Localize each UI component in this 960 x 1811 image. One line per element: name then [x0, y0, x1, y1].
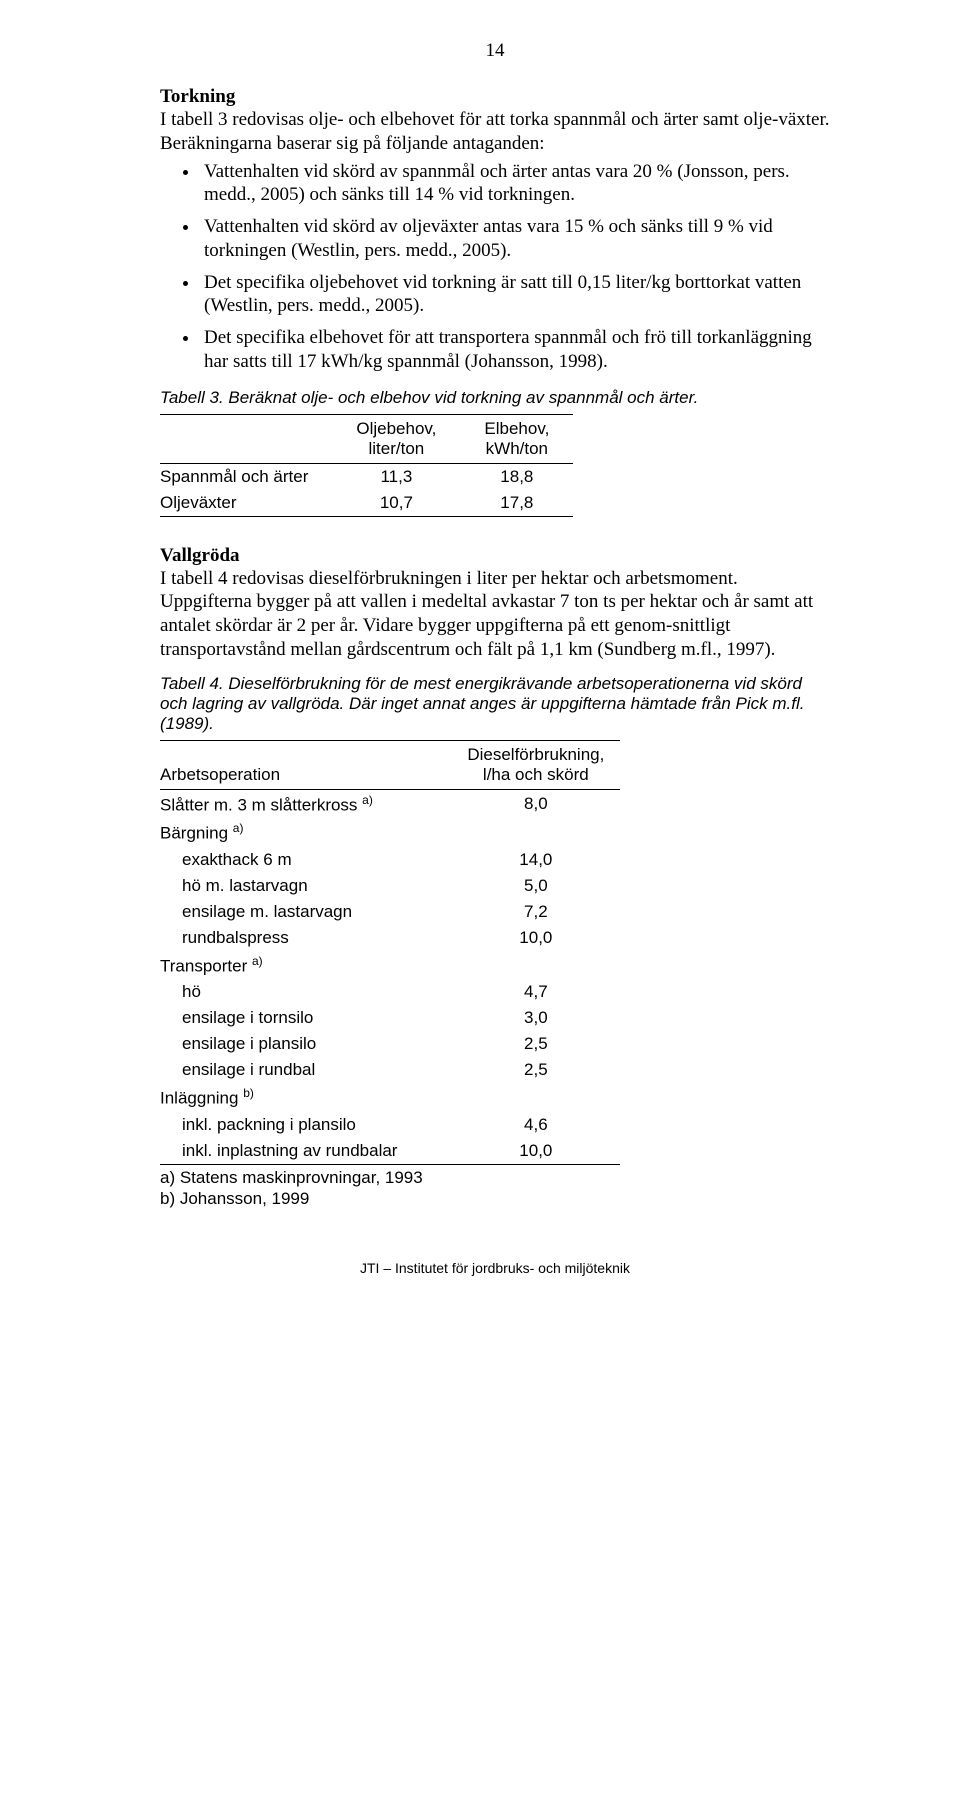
table-row: hö4,7 [160, 979, 620, 1005]
superscript: a) [362, 793, 373, 807]
cell: 8,0 [452, 789, 620, 818]
cell: 10,7 [332, 490, 460, 517]
cell: 4,6 [452, 1112, 620, 1138]
table-row: Transporter a) [160, 951, 620, 980]
bullet-item: Vattenhalten vid skörd av oljeväxter ant… [200, 215, 830, 263]
table-row: Bärgning a) [160, 818, 620, 847]
table-row: Inläggning b) [160, 1083, 620, 1112]
cell: exakthack 6 m [160, 847, 452, 873]
table3-hdr-empty [160, 414, 332, 463]
torkning-bullets: Vattenhalten vid skörd av spannmål och ä… [160, 160, 830, 374]
footer: JTI – Institutet för jordbruks- och milj… [160, 1260, 830, 1276]
cell: rundbalspress [160, 925, 452, 951]
cell [452, 1083, 620, 1112]
table-row: inkl. packning i plansilo4,6 [160, 1112, 620, 1138]
hdr-text: kWh/ton [486, 439, 548, 458]
table-row: inkl. inplastning av rundbalar10,0 [160, 1138, 620, 1165]
table-row: ensilage i rundbal2,5 [160, 1057, 620, 1083]
note-b: b) Johansson, 1999 [160, 1189, 309, 1208]
page: 14 Torkning I tabell 3 redovisas olje- o… [0, 0, 960, 1306]
table-row: ensilage i tornsilo3,0 [160, 1005, 620, 1031]
vallgroda-text: I tabell 4 redovisas dieselförbrukningen… [160, 567, 830, 662]
cell: Oljeväxter [160, 490, 332, 517]
table-row: Spannmål och ärter 11,3 18,8 [160, 463, 573, 490]
hdr-text: l/ha och skörd [483, 765, 589, 784]
table3-caption: Tabell 3. Beräknat olje- och elbehov vid… [160, 388, 830, 408]
cell: Slåtter m. 3 m slåtterkross a) [160, 789, 452, 818]
cell: ensilage i rundbal [160, 1057, 452, 1083]
table-row: ensilage i plansilo2,5 [160, 1031, 620, 1057]
cell: inkl. inplastning av rundbalar [160, 1138, 452, 1165]
table4-caption: Tabell 4. Dieselförbrukning för de mest … [160, 674, 830, 734]
cell: ensilage m. lastarvagn [160, 899, 452, 925]
table-row: exakthack 6 m14,0 [160, 847, 620, 873]
table3-hdr-el: Elbehov, kWh/ton [460, 414, 573, 463]
note-a: a) Statens maskinprovningar, 1993 [160, 1168, 423, 1187]
cell: ensilage i tornsilo [160, 1005, 452, 1031]
torkning-heading: Torkning [160, 86, 830, 108]
table-row: rundbalspress10,0 [160, 925, 620, 951]
hdr-text: Elbehov, [484, 419, 549, 438]
cell: Inläggning b) [160, 1083, 452, 1112]
bullet-item: Det specifika oljebehovet vid torkning ä… [200, 271, 830, 319]
cell: hö [160, 979, 452, 1005]
cell: 7,2 [452, 899, 620, 925]
cell: 2,5 [452, 1057, 620, 1083]
torkning-intro: I tabell 3 redovisas olje- och elbehovet… [160, 108, 830, 156]
cell: 17,8 [460, 490, 573, 517]
vallgroda-heading: Vallgröda [160, 545, 830, 567]
hdr-text: Dieselförbrukning, [467, 745, 604, 764]
superscript: a) [252, 954, 263, 968]
cell [452, 951, 620, 980]
table4-notes: a) Statens maskinprovningar, 1993 b) Joh… [160, 1167, 830, 1210]
table-row: ensilage m. lastarvagn7,2 [160, 899, 620, 925]
table-row: Oljeväxter 10,7 17,8 [160, 490, 573, 517]
table-row: hö m. lastarvagn5,0 [160, 873, 620, 899]
page-number: 14 [160, 40, 830, 62]
cell: 3,0 [452, 1005, 620, 1031]
bullet-item: Det specifika elbehovet för att transpor… [200, 326, 830, 374]
cell: 10,0 [452, 925, 620, 951]
cell [452, 818, 620, 847]
cell: ensilage i plansilo [160, 1031, 452, 1057]
cell: 14,0 [452, 847, 620, 873]
cell: 5,0 [452, 873, 620, 899]
superscript: a) [233, 821, 244, 835]
hdr-text: liter/ton [369, 439, 425, 458]
cell: hö m. lastarvagn [160, 873, 452, 899]
table-row: Slåtter m. 3 m slåtterkross a)8,0 [160, 789, 620, 818]
t4-hdr-right: Dieselförbrukning, l/ha och skörd [452, 740, 620, 789]
cell: 2,5 [452, 1031, 620, 1057]
cell: 10,0 [452, 1138, 620, 1165]
cell: 4,7 [452, 979, 620, 1005]
hdr-text: Oljebehov, [356, 419, 436, 438]
t4-hdr-left: Arbetsoperation [160, 740, 452, 789]
superscript: b) [243, 1086, 254, 1100]
cell: 11,3 [332, 463, 460, 490]
bullet-item: Vattenhalten vid skörd av spannmål och ä… [200, 160, 830, 208]
table3-hdr-olje: Oljebehov, liter/ton [332, 414, 460, 463]
cell: Transporter a) [160, 951, 452, 980]
cell: 18,8 [460, 463, 573, 490]
table3: Oljebehov, liter/ton Elbehov, kWh/ton Sp… [160, 414, 573, 517]
cell: Bärgning a) [160, 818, 452, 847]
cell: Spannmål och ärter [160, 463, 332, 490]
table4: Arbetsoperation Dieselförbrukning, l/ha … [160, 740, 620, 1166]
cell: inkl. packning i plansilo [160, 1112, 452, 1138]
